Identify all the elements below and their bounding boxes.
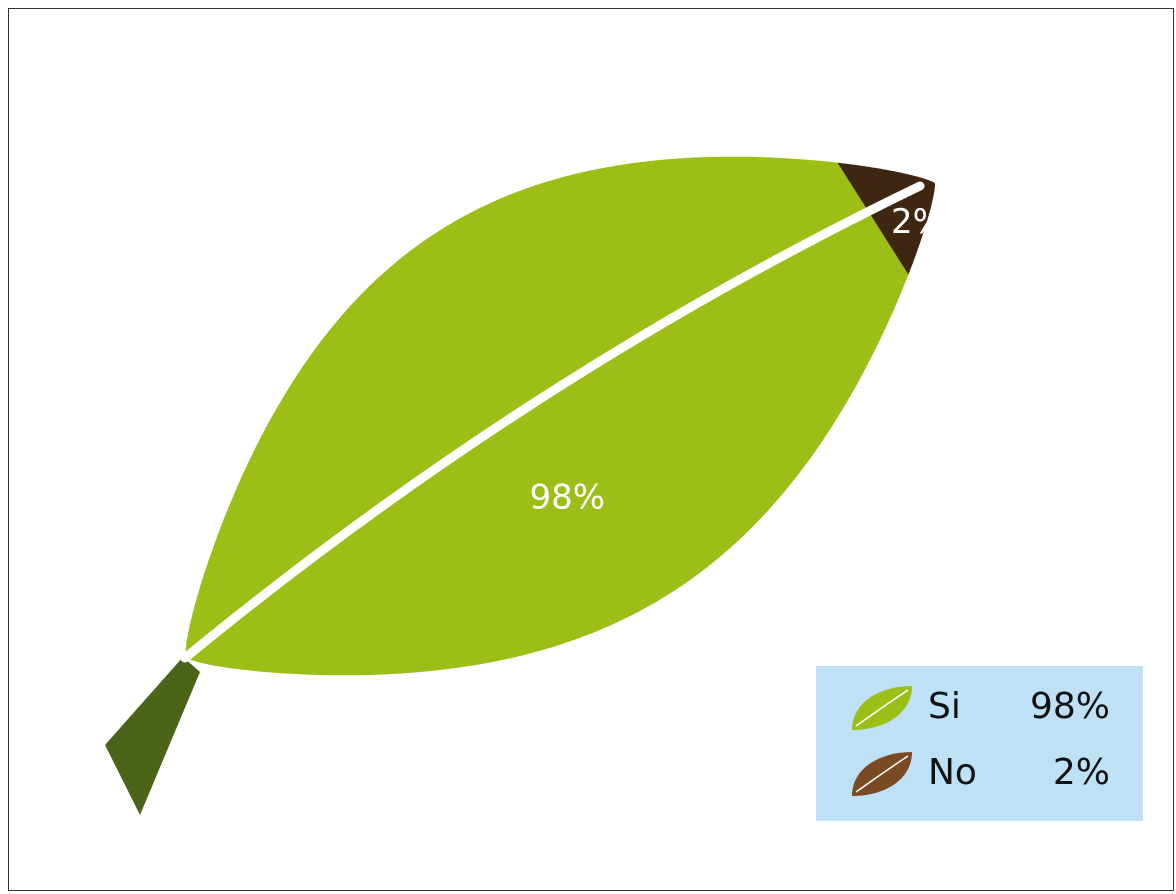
legend-icon-rib [855,689,909,727]
legend-label: Si [928,686,961,727]
data-label: 98% [529,477,605,517]
legend-icon-rib [855,755,909,793]
legend-value: 2% [1053,752,1110,793]
legend-box [816,666,1143,821]
legend-label: No [928,752,977,793]
legend: Si 98% No 2% [852,686,1110,796]
leaf-midrib [180,181,925,663]
data-label: 2% [891,202,945,242]
leaf-stem [105,657,200,815]
legend-value: 98% [1030,686,1110,727]
